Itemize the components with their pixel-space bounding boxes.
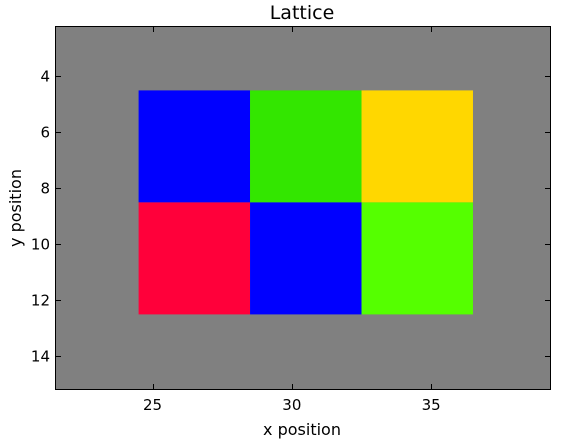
y-tick-label: 8 [40,179,50,197]
x-tick-label: 30 [282,396,301,414]
y-tick-label: 10 [31,235,50,253]
y-tick-label: 14 [31,347,50,365]
y-axis-label: y position [6,169,25,247]
lattice-cell-2 [250,90,362,203]
y-tick-label: 6 [40,123,50,141]
lattice-cell-5 [250,202,362,315]
plot-frame [55,26,551,390]
y-tick-label: 12 [31,291,50,309]
axis-ticks: 25 30 35 4 6 8 10 12 14 [31,26,551,414]
x-axis-label: x position [263,420,341,439]
lattice-cell-3 [361,90,473,203]
lattice-cell-6 [361,202,473,315]
lattice-cells [138,90,473,315]
lattice-cell-1 [138,90,251,203]
x-tick-label: 35 [422,396,441,414]
lattice-cell-4 [138,202,251,315]
y-tick-label: 4 [40,67,50,85]
x-tick-label: 25 [143,396,162,414]
chart-title: Lattice [270,2,335,24]
